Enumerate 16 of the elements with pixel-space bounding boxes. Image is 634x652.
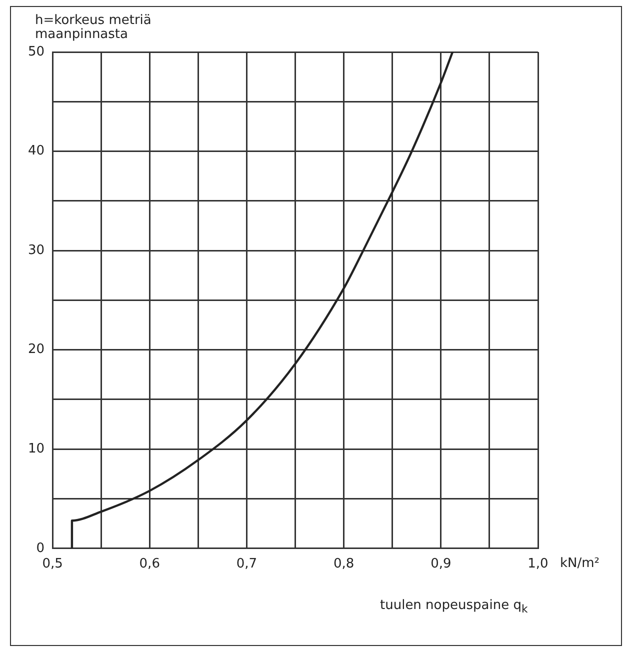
text: kN/m²	[560, 556, 600, 571]
y-tick-label: 50	[28, 44, 45, 60]
x-tick-label: 0,5	[42, 556, 63, 572]
y-axis-title: h=korkeus metriä maanpinnasta	[35, 13, 152, 42]
y-tick-label: 20	[28, 342, 45, 358]
y-tick-label: 10	[28, 441, 45, 456]
y-tick-label: 0	[36, 540, 45, 556]
x-tick-label: 0,7	[236, 556, 258, 572]
x-tick-label: 0,8	[333, 556, 354, 572]
line-series	[70, 52, 454, 548]
x-tick-label: 0,9	[430, 556, 452, 572]
x-axis-title: tuulen nopeuspaine q$_{k}$	[380, 598, 528, 616]
y-tick-label: 40	[28, 144, 45, 159]
y-tick-label: 30	[28, 242, 45, 258]
x-tick-label: 0,6	[139, 556, 160, 572]
x-tick-label: 1,0	[528, 556, 548, 572]
